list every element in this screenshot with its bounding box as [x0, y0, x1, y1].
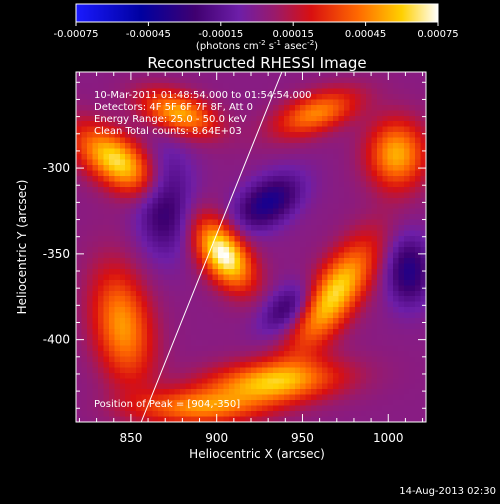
axis-ticks	[76, 72, 426, 422]
colorbar-tick-label: 0.00015	[273, 29, 314, 40]
solar-limb-line	[140, 72, 283, 422]
colorbar-tick-label: 0.00045	[345, 29, 386, 40]
footer-timestamp: 14-Aug-2013 02:30	[399, 486, 496, 497]
tick-labels: 850 900 950 1000 -300 -350 -400	[43, 161, 404, 445]
chart-title: Reconstructed RHESSI Image	[147, 54, 366, 72]
annotation-line: Clean Total counts: 8.64E+03	[94, 126, 242, 137]
colorbar-tick-label: 0.00075	[417, 29, 458, 40]
colorbar-tick-label: -0.00045	[126, 29, 171, 40]
annotation-block: 10-Mar-2011 01:48:54.000 to 01:54:54.000…	[94, 90, 312, 137]
y-axis-label: Heliocentric Y (arcsec)	[15, 180, 29, 315]
colorbar-units: (photons cm-2 s-1 asec-2)	[196, 39, 318, 52]
colorbar	[75, 3, 439, 23]
y-tick-label: -400	[43, 333, 70, 347]
colorbar-ticks: -0.00075 -0.00045 -0.00015 0.00015 0.00045 0.…	[54, 22, 459, 40]
annotation-line: Detectors: 4F 5F 6F 7F 8F, Att 0	[94, 102, 253, 113]
colorbar-tick-label: -0.00015	[198, 29, 243, 40]
x-tick-label: 900	[205, 431, 228, 445]
annotation-line: Energy Range: 25.0 - 50.0 keV	[94, 114, 247, 125]
colorbar-tick-label: -0.00075	[54, 29, 99, 40]
x-tick-label: 950	[291, 431, 314, 445]
peak-position-label: Position of Peak = [904,-350]	[94, 399, 240, 410]
x-tick-label: 850	[119, 431, 142, 445]
heatmap-image	[76, 72, 426, 422]
x-tick-label: 1000	[373, 431, 404, 445]
y-tick-label: -300	[43, 161, 70, 175]
y-tick-label: -350	[43, 247, 70, 261]
annotation-line: 10-Mar-2011 01:48:54.000 to 01:54:54.000	[94, 90, 312, 101]
x-axis-label: Heliocentric X (arcsec)	[189, 447, 325, 461]
